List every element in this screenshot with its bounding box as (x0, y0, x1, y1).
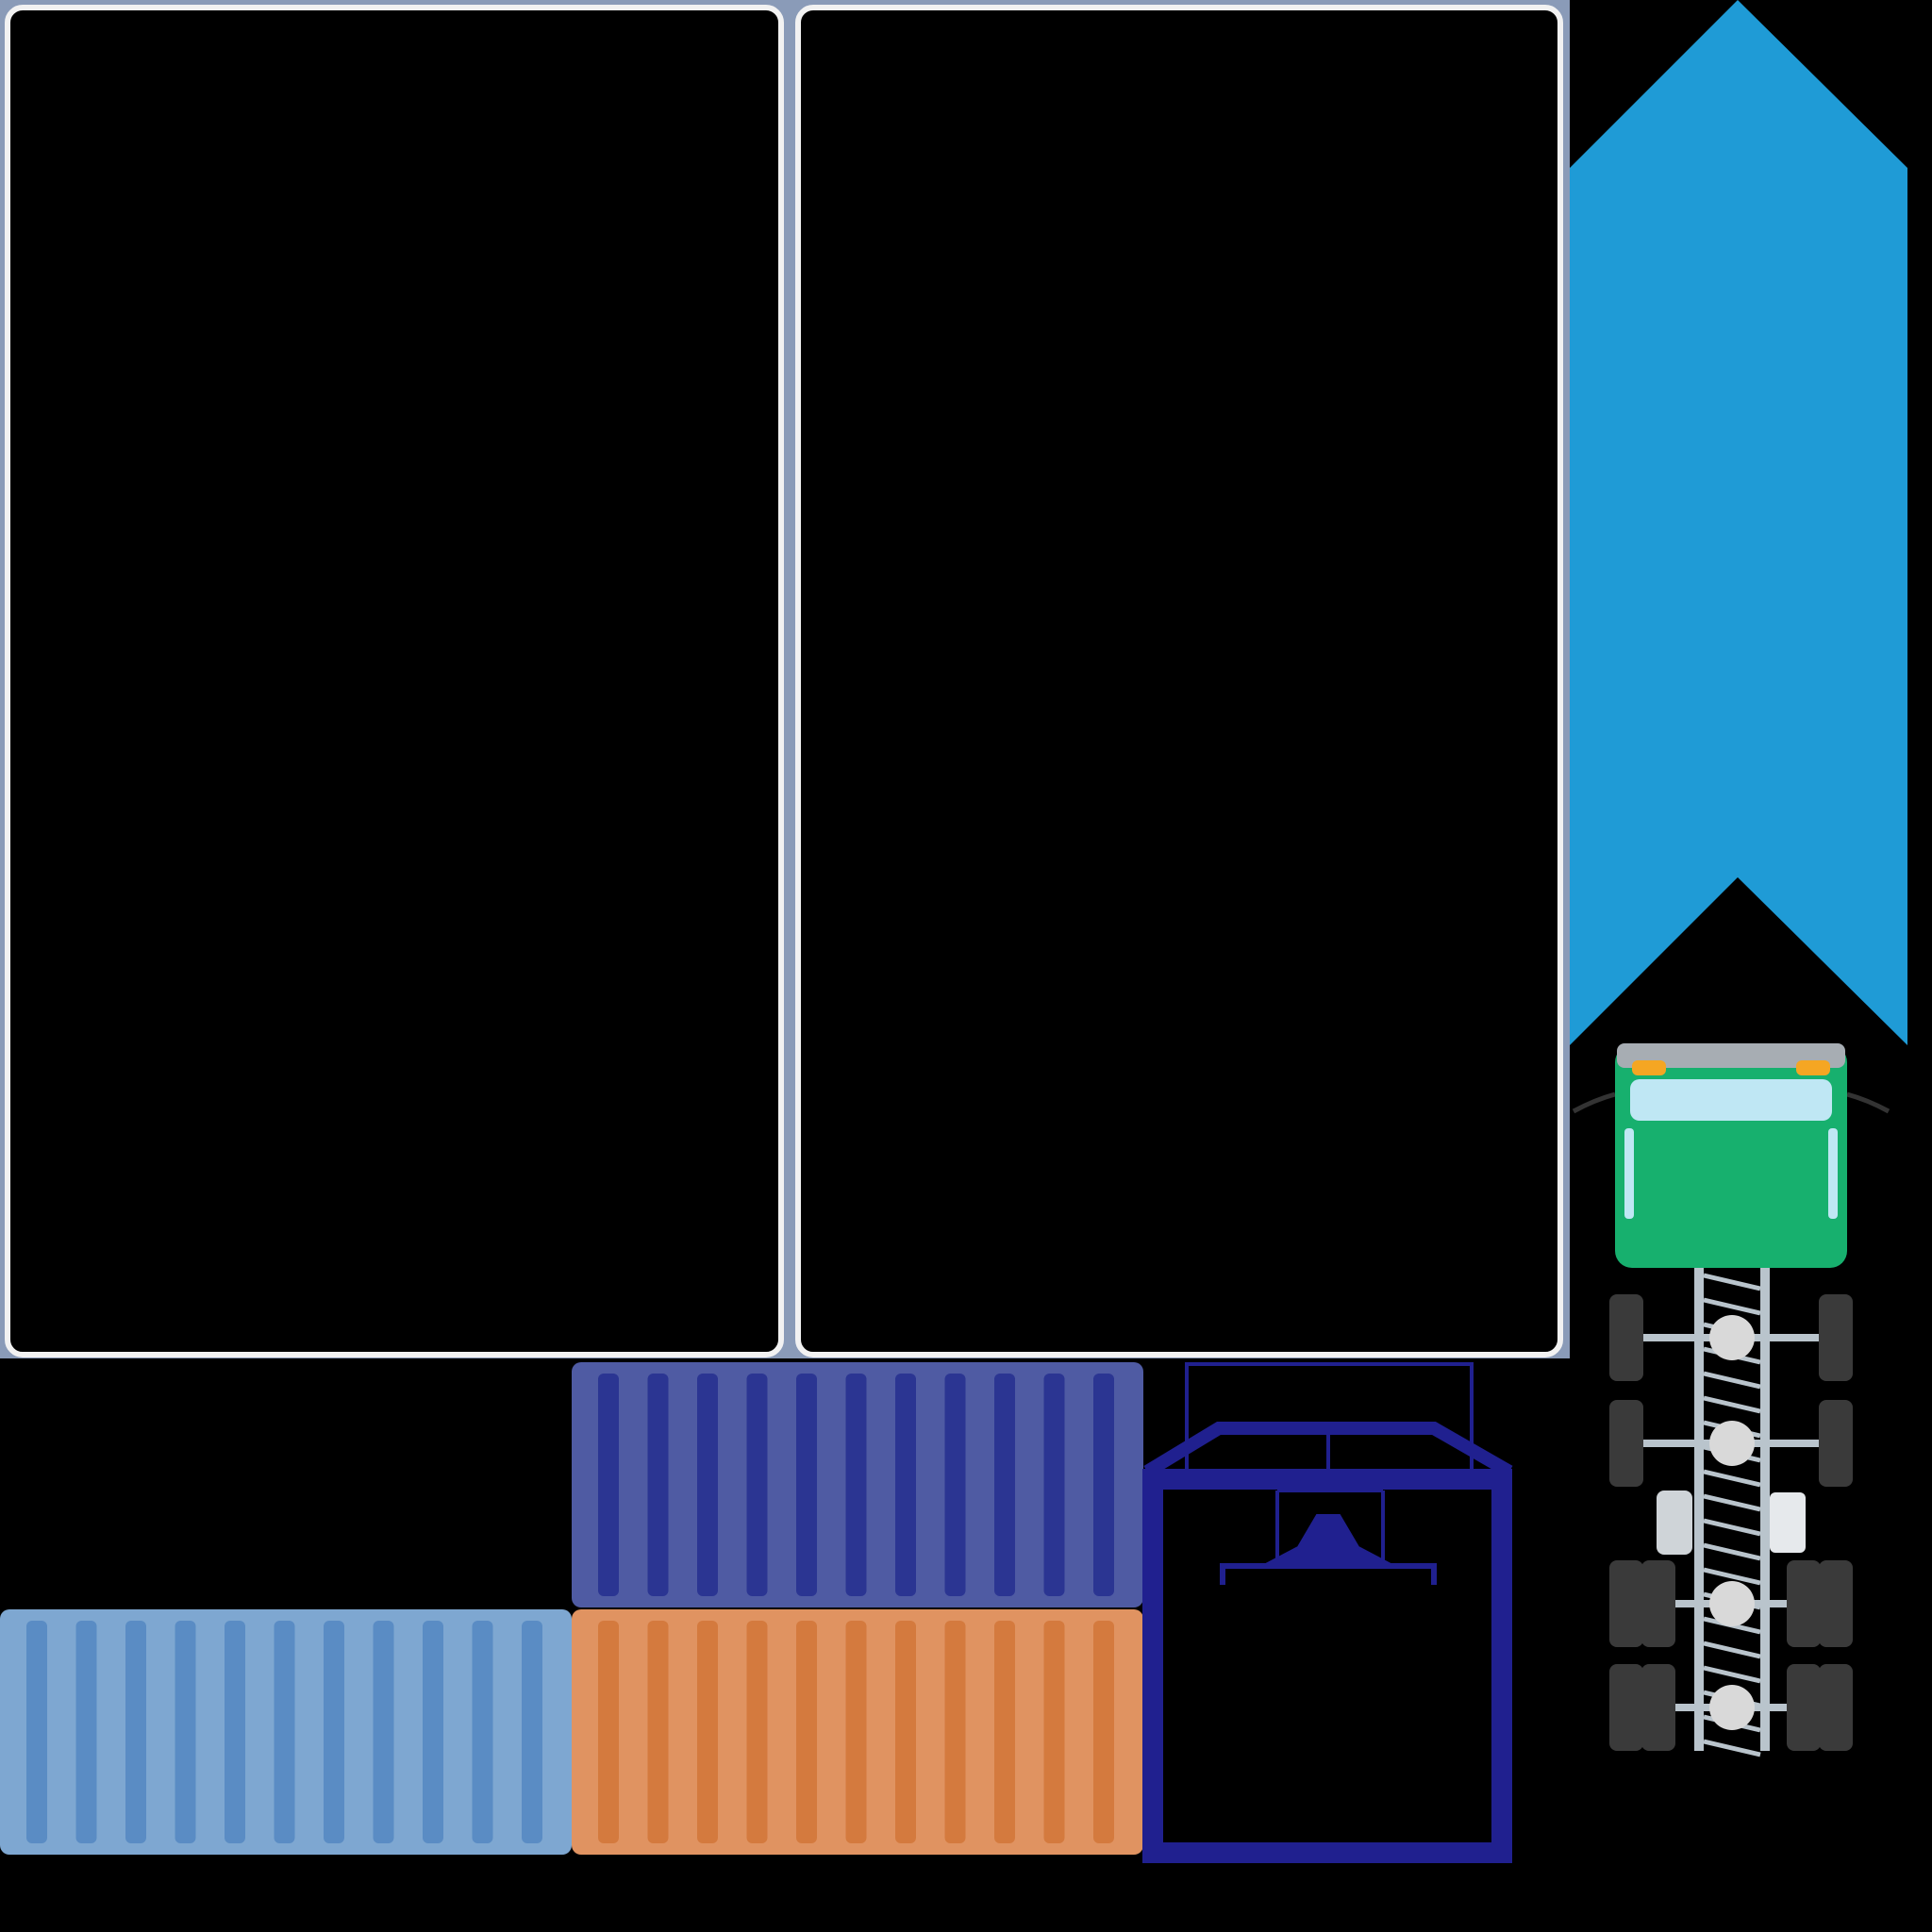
container-stripe (225, 1621, 245, 1843)
container-stripe (1043, 1374, 1065, 1596)
container-stripe (746, 1621, 768, 1843)
container-stripe (746, 1374, 768, 1596)
container-stripe (472, 1621, 493, 1843)
truck-tank-right (1770, 1492, 1806, 1553)
container-stripe (598, 1374, 619, 1596)
container-stripe (895, 1374, 916, 1596)
truck-wheel (1641, 1560, 1675, 1647)
container-stripe (1043, 1621, 1065, 1843)
truck-wheel (1609, 1664, 1643, 1751)
truck-crossbar (1703, 1493, 1761, 1512)
truck-wheel (1819, 1400, 1853, 1487)
container-stripe (274, 1621, 295, 1843)
truck-crossbar (1703, 1469, 1761, 1488)
container-stripe (647, 1621, 669, 1843)
truck-bumper (1617, 1043, 1845, 1068)
chevron-up-arrow-icon (1570, 0, 1907, 1045)
truck-light-left (1632, 1060, 1666, 1075)
container-stripe (697, 1621, 718, 1843)
truck-window-left (1624, 1128, 1634, 1219)
truck-windshield (1630, 1079, 1832, 1121)
truck-cab (1615, 1045, 1847, 1268)
container-stripe (796, 1374, 817, 1596)
shipping-container-lightblue-icon (0, 1609, 572, 1855)
container-stripe (845, 1374, 867, 1596)
container-stripe (1093, 1621, 1114, 1843)
truck-axle-hub (1709, 1315, 1755, 1360)
truck-wheel (1787, 1664, 1821, 1751)
container-stripe (373, 1621, 394, 1843)
container-spreader-frame-icon (1142, 1362, 1513, 1863)
container-stripe (994, 1374, 1015, 1596)
container-stripe (944, 1374, 966, 1596)
container-stripe (324, 1621, 344, 1843)
truck-wheel (1819, 1664, 1853, 1751)
container-stripe (796, 1621, 817, 1843)
truck-axles (1609, 1294, 1853, 1751)
container-stripe (598, 1621, 619, 1843)
truck-crossbar (1703, 1665, 1761, 1684)
truck-tank-left (1657, 1491, 1692, 1555)
container-lightblue-stripes (26, 1621, 542, 1843)
container-blue-stripes (598, 1374, 1114, 1596)
truck-crossbar (1703, 1518, 1761, 1537)
truck-crossbar (1703, 1641, 1761, 1659)
truck-mirror-right (1846, 1091, 1890, 1114)
container-stripe (944, 1621, 966, 1843)
container-stripe (423, 1621, 443, 1843)
truck-top-view-icon (1572, 1043, 1890, 1757)
truck-mirror-left (1572, 1091, 1616, 1114)
truck-axle-hub (1709, 1581, 1755, 1626)
container-stripe (26, 1621, 47, 1843)
container-stripe (1093, 1374, 1114, 1596)
shipping-container-blue-icon (572, 1362, 1143, 1607)
truck-crossbar (1703, 1297, 1761, 1316)
shipping-container-orange-icon (572, 1609, 1143, 1855)
container-stripe (175, 1621, 196, 1843)
truck-crossbar (1703, 1371, 1761, 1390)
truck-axle-hub (1709, 1421, 1755, 1466)
truck-axle-hub (1709, 1685, 1755, 1730)
container-stripe (522, 1621, 542, 1843)
truck-wheel (1819, 1294, 1853, 1381)
truck-chassis-right-rail (1760, 1268, 1770, 1751)
container-orange-stripes (598, 1621, 1114, 1843)
container-stripe (845, 1621, 867, 1843)
frame-hook-block (1261, 1514, 1395, 1567)
truck-window-right (1828, 1128, 1838, 1219)
frame-outer-box (1142, 1469, 1512, 1863)
truck-crossbar (1703, 1739, 1761, 1757)
container-stripe (994, 1621, 1015, 1843)
truck-crossbar (1703, 1567, 1761, 1586)
container-stripe (75, 1621, 97, 1843)
truck-wheel (1819, 1560, 1853, 1647)
truck-chassis-left-rail (1694, 1268, 1704, 1751)
container-stripe (125, 1621, 146, 1843)
truck-wheel (1609, 1400, 1643, 1487)
truck-wheel (1609, 1294, 1643, 1381)
right-panel-inner (808, 17, 1551, 1345)
truck-light-right (1796, 1060, 1830, 1075)
truck-wheel (1787, 1560, 1821, 1647)
left-panel-inner (17, 17, 772, 1345)
truck-wheel (1641, 1664, 1675, 1751)
container-stripe (895, 1621, 916, 1843)
truck-wheel (1609, 1560, 1643, 1647)
truck-crossbar (1703, 1542, 1761, 1561)
truck-crossbar (1703, 1273, 1761, 1291)
truck-crossbar (1703, 1395, 1761, 1414)
container-stripe (697, 1374, 718, 1596)
container-stripe (647, 1374, 669, 1596)
panel-group (0, 0, 1570, 1358)
